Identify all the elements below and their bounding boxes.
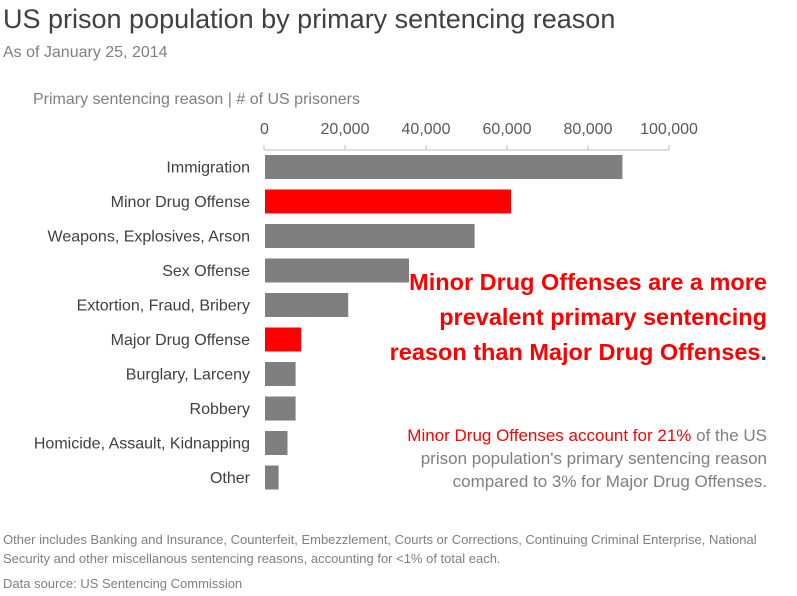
bar — [265, 258, 409, 283]
category-label: Homicide, Assault, Kidnapping — [34, 436, 250, 453]
category-label: Other — [210, 470, 251, 487]
x-tick-label: 0 — [260, 121, 269, 138]
x-tick-label: 20,000 — [321, 121, 370, 138]
x-tick-label: 40,000 — [402, 121, 451, 138]
bar — [265, 189, 512, 214]
axis-caption: Primary sentencing reason | # of US pris… — [33, 91, 360, 108]
annotation-body: Minor Drug Offenses account for 21% of t… — [377, 424, 767, 493]
annotation-body-highlight: Minor Drug Offenses account for 21% — [407, 426, 692, 445]
bar — [265, 362, 296, 386]
x-tick-label: 80,000 — [564, 121, 613, 138]
annotation-headline: Minor Drug Offenses are a more prevalent… — [387, 265, 767, 370]
category-label: Extortion, Fraud, Bribery — [77, 298, 250, 315]
annotation-body-rest: of the US prison population's primary se… — [420, 426, 767, 491]
bars — [265, 155, 623, 490]
data-source: Data source: US Sentencing Commission — [3, 576, 243, 591]
category-label: Weapons, Explosives, Arson — [48, 229, 250, 246]
x-axis-ticks: 0 20,000 40,000 60,000 80,000 100,000 — [260, 121, 698, 151]
bar-chart: 0 20,000 40,000 60,000 80,000 100,000 Immigra… — [34, 121, 698, 490]
chart-title: US prison population by primary sentenci… — [3, 4, 616, 34]
x-tick-label: 100,000 — [640, 121, 698, 138]
bar — [265, 155, 623, 179]
category-label: Minor Drug Offense — [111, 194, 250, 211]
bar — [265, 465, 279, 490]
footnote: Other includes Banking and Insurance, Co… — [3, 532, 757, 566]
category-label: Major Drug Offense — [111, 332, 250, 349]
chart-subtitle: As of January 25, 2014 — [3, 44, 168, 61]
bar — [265, 224, 475, 248]
bar — [265, 396, 296, 421]
annotation-headline-text: Minor Drug Offenses are a more prevalent… — [389, 269, 767, 365]
category-label: Robbery — [190, 401, 250, 418]
category-label: Sex Offense — [162, 263, 250, 280]
bar — [265, 327, 302, 352]
x-tick-label: 60,000 — [483, 121, 532, 138]
category-label: Immigration — [166, 160, 250, 177]
annotation-headline-end: . — [760, 339, 767, 365]
category-label: Burglary, Larceny — [126, 367, 250, 384]
bar — [265, 431, 288, 455]
category-labels: Immigration Minor Drug Offense Weapons, Ex… — [34, 160, 251, 488]
bar — [265, 293, 349, 317]
